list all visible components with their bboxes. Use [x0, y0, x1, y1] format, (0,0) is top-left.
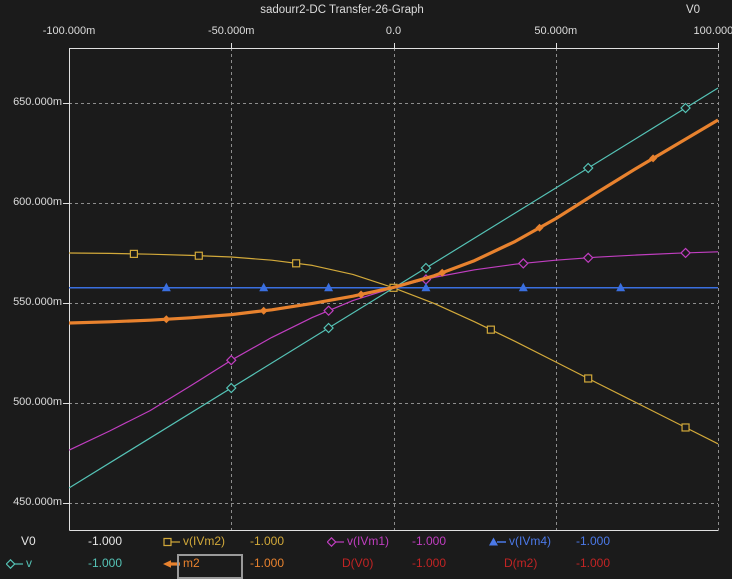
- y-tick-label: 450.000m: [13, 496, 62, 508]
- y-tick-label: 600.000m: [13, 196, 62, 208]
- triangle-marker-icon: [616, 282, 626, 292]
- legend-entry-value: -1.000: [576, 556, 611, 570]
- x-axis-variable-label: V0: [686, 4, 701, 16]
- y-tick-label: 650.000m: [13, 96, 62, 108]
- legend-entry-value: -1.000: [412, 556, 447, 570]
- legend-marker-diamond-icon: [327, 536, 344, 547]
- filled-diamond-marker-icon: [649, 154, 658, 163]
- diamond-marker-icon: [582, 162, 594, 174]
- legend-entry-D(V0)[interactable]: D(V0): [327, 556, 373, 571]
- diamond-marker-icon: [225, 354, 237, 366]
- diamond-marker-icon: [582, 252, 594, 264]
- diamond-marker-icon: [680, 102, 691, 114]
- legend-entry-value: -1.000: [88, 556, 123, 570]
- triangle-marker-icon: [161, 282, 171, 292]
- triangle-marker-icon: [421, 282, 431, 292]
- x-tick-label: 50.000m: [534, 25, 578, 37]
- legend-entry-label: v(IVm1): [347, 534, 389, 548]
- legend-entry-value: -1.000: [88, 534, 123, 548]
- diamond-marker-icon: [420, 262, 432, 274]
- x-tick-label: 100.000m: [693, 25, 732, 37]
- legend-entry-V0[interactable]: V0: [6, 534, 36, 549]
- diamond-marker-icon: [323, 322, 334, 334]
- legend-entry-v(IVm2)[interactable]: v(IVm2): [163, 534, 225, 549]
- legend-marker-triangle-icon: [489, 537, 506, 545]
- legend-entry-value: -1.000: [250, 556, 285, 570]
- square-marker-icon: [129, 249, 138, 258]
- legend-entry-label: v(IVm4): [509, 534, 551, 548]
- legend-entry-label: v(IVm2): [183, 534, 225, 548]
- legend-entry-value: -1.000: [412, 534, 447, 548]
- square-marker-icon: [584, 374, 593, 383]
- triangle-marker-icon: [324, 282, 334, 292]
- series-curve-v(IVm2)[interactable]: [68, 252, 719, 445]
- legend-marker-diamond-icon: [6, 558, 23, 569]
- filled-diamond-marker-icon: [162, 315, 171, 324]
- selected-curve-highlight-box: [177, 554, 243, 579]
- filled-diamond-marker-icon: [357, 290, 366, 299]
- legend-entry-label: V0: [21, 534, 36, 548]
- legend-entry-label: m2: [183, 556, 200, 570]
- square-marker-icon: [292, 259, 301, 268]
- diamond-marker-icon: [680, 247, 691, 259]
- square-marker-icon: [486, 325, 495, 334]
- square-marker-icon: [681, 423, 690, 432]
- diamond-marker-icon: [225, 382, 237, 394]
- diamond-marker-icon: [323, 305, 334, 317]
- x-tick-label: -50.000m: [208, 25, 255, 37]
- legend-entry-v[interactable]: v: [6, 556, 32, 571]
- triangle-marker-icon: [518, 282, 528, 292]
- x-tick-label: 0.0: [385, 25, 402, 37]
- legend-entry-v(IVm1)[interactable]: v(IVm1): [327, 534, 389, 549]
- y-tick-label: 500.000m: [13, 396, 62, 408]
- legend-entry-label: D(m2): [504, 556, 538, 570]
- legend-entry-value: -1.000: [250, 534, 285, 548]
- filled-diamond-marker-icon: [438, 268, 447, 277]
- square-marker-icon: [194, 251, 203, 260]
- plot-border: [69, 48, 719, 531]
- triangle-marker-icon: [259, 282, 269, 292]
- legend-entry-D(m2)[interactable]: D(m2): [489, 556, 537, 571]
- series-curve-v(IVm1)[interactable]: [68, 251, 719, 451]
- legend-entry-label: D(V0): [342, 556, 374, 570]
- diamond-marker-icon: [517, 258, 529, 269]
- legend-entry-value: -1.000: [576, 534, 611, 548]
- legend-entry-label: v: [26, 556, 32, 570]
- filled-diamond-marker-icon: [535, 223, 544, 232]
- x-tick-label: -100.000m: [42, 25, 96, 37]
- graph-title: sadourr2-DC Transfer-26-Graph: [260, 4, 424, 16]
- legend-entry-v(IVm4)[interactable]: v(IVm4): [489, 534, 551, 549]
- y-tick-label: 550.000m: [13, 296, 62, 308]
- legend-marker-square-icon: [163, 537, 180, 546]
- filled-diamond-marker-icon: [259, 306, 268, 315]
- series-curve-m2[interactable]: [68, 118, 719, 325]
